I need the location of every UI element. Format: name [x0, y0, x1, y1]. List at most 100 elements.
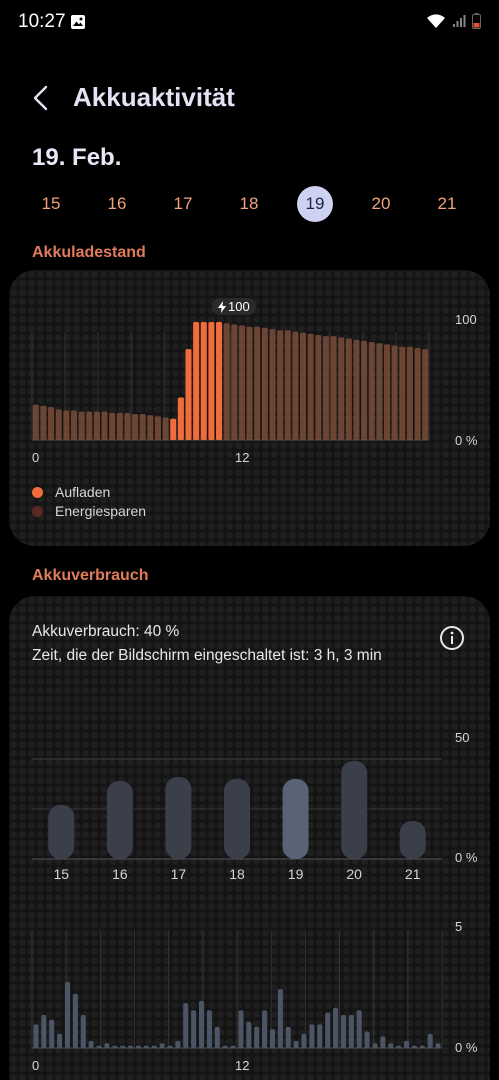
level-bar — [86, 411, 93, 440]
hourly-bar — [317, 1024, 323, 1048]
hourly-bar — [419, 1045, 425, 1048]
level-bar — [116, 412, 123, 440]
level-bar — [109, 412, 116, 440]
hourly-bar — [88, 1040, 94, 1048]
level-bar — [414, 347, 421, 440]
level-bar — [300, 332, 307, 440]
hourly-bar — [411, 1045, 417, 1048]
peak-badge: 100 — [212, 298, 256, 315]
level-bar — [284, 330, 291, 440]
level-bar — [399, 346, 406, 440]
hourly-bar — [364, 1031, 370, 1048]
daily-bar — [282, 779, 309, 859]
day-selector: 15 16 17 18 19 20 21 — [18, 186, 481, 222]
hourly-bar — [143, 1045, 149, 1048]
back-button[interactable] — [26, 82, 58, 114]
level-bar — [32, 404, 39, 440]
legend-power-saving-label: Energiesparen — [55, 503, 147, 519]
level-bar — [391, 345, 398, 440]
level-bar — [422, 349, 429, 440]
level-bar — [345, 338, 352, 440]
daily-bar — [341, 761, 368, 859]
level-bar — [101, 411, 108, 440]
legend-power-saving-dot — [32, 505, 43, 517]
level-bar — [93, 411, 100, 440]
level-bar — [238, 325, 245, 440]
hourly-bar — [427, 1033, 433, 1048]
hourly-bar — [57, 1033, 63, 1048]
hourly-x-tick-mid: 12 — [235, 1058, 250, 1073]
hourly-bar — [222, 1045, 228, 1048]
hourly-bar — [309, 1024, 315, 1048]
peak-badge-value: 100 — [228, 299, 250, 314]
day-16[interactable]: 16 — [107, 194, 127, 213]
hourly-bar — [80, 1014, 86, 1048]
level-bar — [63, 410, 70, 440]
hourly-bar — [183, 1003, 189, 1048]
level-y-tick-bottom: 0 % — [455, 433, 478, 448]
day-17[interactable]: 17 — [173, 194, 193, 213]
level-bar — [154, 416, 161, 440]
hourly-bar — [191, 1010, 197, 1048]
daily-x-tick: 16 — [112, 866, 128, 880]
level-bar — [124, 412, 131, 440]
signal-icon — [453, 15, 466, 27]
hourly-bar — [254, 1026, 260, 1048]
level-bar — [55, 409, 62, 440]
hourly-bar — [269, 1029, 276, 1048]
hourly-y-tick-top: 5 — [455, 919, 463, 934]
day-18[interactable]: 18 — [239, 194, 259, 213]
info-icon[interactable] — [439, 625, 465, 651]
hourly-bar — [159, 1043, 165, 1048]
level-bar — [170, 418, 177, 440]
hourly-bar — [151, 1045, 157, 1048]
battery-level-chart — [31, 322, 430, 441]
level-bar — [269, 329, 276, 440]
hourly-bar — [285, 1026, 291, 1048]
level-bar — [307, 333, 314, 440]
day-20[interactable]: 20 — [371, 194, 391, 213]
battery-level-section-label: Akkuladestand — [32, 244, 146, 261]
daily-bar — [48, 805, 75, 859]
hourly-bar — [396, 1045, 402, 1048]
hourly-bar — [403, 1040, 410, 1048]
hourly-bar — [388, 1043, 394, 1048]
level-bar — [185, 349, 192, 440]
level-y-tick-top: 100 — [455, 312, 477, 327]
day-21[interactable]: 21 — [437, 194, 457, 213]
daily-y-tick-bottom: 0 % — [455, 850, 478, 865]
battery-usage-card: Akkuverbrauch: 40 % Zeit, die der Bildsc… — [9, 596, 490, 1080]
level-bar — [368, 342, 375, 440]
battery-level-card: 100 0 % 0 12 100 Aufladen Energiesparen — [9, 270, 490, 546]
hourly-bar — [435, 1043, 441, 1048]
level-bar — [338, 337, 345, 440]
hourly-bar — [356, 1010, 362, 1048]
status-bar: 10:27 — [0, 0, 499, 46]
hourly-bar — [380, 1036, 386, 1048]
hourly-bar — [206, 1010, 212, 1048]
day-19[interactable]: 19 — [297, 186, 333, 222]
hourly-bar — [333, 1007, 339, 1048]
legend-charging-label: Aufladen — [55, 484, 111, 500]
legend-charging: Aufladen — [32, 484, 110, 500]
lightning-icon — [218, 300, 226, 313]
day-15[interactable]: 15 — [41, 194, 61, 213]
hourly-bar — [340, 1014, 346, 1048]
daily-x-tick: 21 — [405, 866, 421, 880]
chevron-left-icon — [33, 85, 48, 111]
usage-total-text: Akkuverbrauch: 40 % — [32, 623, 180, 640]
level-bar — [193, 322, 200, 440]
daily-x-tick: 18 — [229, 866, 245, 880]
hourly-bar — [372, 1043, 378, 1048]
level-bar — [147, 415, 154, 440]
hourly-bar — [128, 1045, 134, 1048]
hourly-bar — [96, 1045, 102, 1048]
legend-power-saving: Energiesparen — [32, 503, 146, 519]
hourly-bar — [301, 1033, 307, 1048]
level-bar — [406, 346, 413, 440]
wifi-icon — [427, 14, 445, 28]
hourly-bar — [325, 1012, 331, 1048]
level-bar — [277, 330, 284, 440]
level-bar — [231, 324, 238, 440]
hourly-bar — [348, 1014, 354, 1048]
